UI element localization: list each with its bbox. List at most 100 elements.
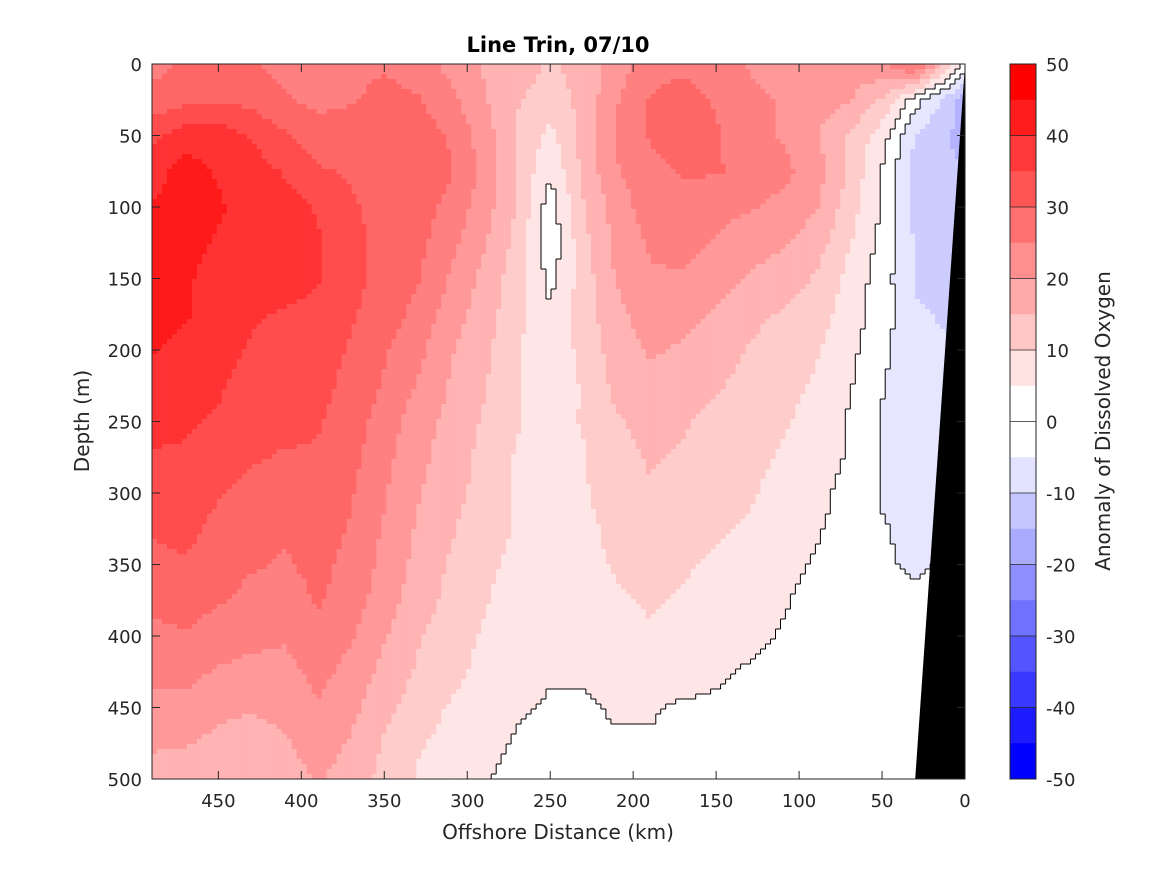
contour-cell	[805, 84, 811, 90]
contour-cell	[461, 159, 467, 165]
contour-cell	[820, 114, 826, 120]
contour-cell	[311, 69, 318, 75]
contour-cell	[256, 114, 263, 120]
contour-cell	[166, 99, 173, 105]
contour-cell	[426, 194, 432, 200]
contour-cell	[620, 194, 627, 200]
contour-cell	[541, 159, 547, 165]
contour-cell	[830, 164, 836, 170]
contour-cell	[486, 94, 492, 100]
contour-cell	[296, 119, 303, 125]
contour-cell	[276, 194, 283, 200]
contour-cell	[516, 74, 522, 80]
contour-cell	[152, 79, 158, 85]
contour-cell	[216, 199, 223, 205]
contour-cell	[451, 184, 457, 190]
contour-cell	[501, 209, 507, 215]
contour-cell	[870, 159, 876, 165]
contour-cell	[850, 199, 856, 205]
contour-cell	[466, 164, 472, 170]
contour-cell	[590, 209, 597, 215]
contour-cell	[760, 169, 767, 175]
contour-cell	[715, 209, 722, 215]
contour-cell	[331, 204, 338, 210]
contour-cell	[516, 144, 522, 150]
contour-cell	[725, 179, 732, 185]
contour-cell	[865, 139, 871, 145]
contour-cell	[216, 124, 223, 130]
contour-cell	[526, 139, 532, 145]
contour-cell	[900, 134, 906, 140]
contour-cell	[496, 144, 502, 150]
contour-cell	[491, 79, 497, 85]
contour-cell	[680, 154, 687, 160]
contour-cell	[396, 149, 402, 155]
contour-cell	[765, 129, 772, 135]
contour-cell	[570, 189, 577, 195]
contour-cell	[820, 79, 826, 85]
contour-cell	[770, 179, 777, 185]
contour-cell	[246, 164, 253, 170]
contour-cell	[750, 89, 757, 95]
contour-cell	[426, 89, 432, 95]
contour-cell	[211, 214, 218, 220]
contour-cell	[775, 169, 782, 175]
contour-cell	[580, 199, 587, 205]
contour-cell	[191, 199, 198, 205]
contour-cell	[735, 129, 742, 135]
contour-cell	[560, 199, 567, 205]
contour-cell	[546, 169, 552, 175]
contour-cell	[291, 134, 298, 140]
contour-cell	[745, 134, 752, 140]
contour-cell	[411, 159, 417, 165]
contour-cell	[471, 89, 477, 95]
contour-cell	[875, 64, 881, 70]
contour-cell	[955, 114, 961, 120]
contour-cell	[446, 189, 452, 195]
contour-cell	[476, 184, 482, 190]
contour-cell	[516, 79, 522, 85]
contour-cell	[176, 199, 183, 205]
contour-cell	[191, 94, 198, 100]
contour-cell	[301, 174, 308, 180]
contour-cell	[560, 129, 567, 135]
contour-cell	[531, 199, 537, 205]
contour-cell	[750, 174, 757, 180]
contour-cell	[840, 184, 846, 190]
contour-cell	[501, 149, 507, 155]
contour-cell	[156, 99, 163, 105]
contour-cell	[381, 74, 388, 80]
contour-cell	[456, 214, 462, 220]
contour-cell	[960, 69, 966, 75]
contour-cell	[296, 134, 303, 140]
contour-cell	[770, 199, 777, 205]
contour-cell	[476, 179, 482, 185]
contour-cell	[950, 94, 956, 100]
contour-cell	[850, 154, 856, 160]
contour-cell	[585, 84, 592, 90]
contour-cell	[605, 124, 612, 130]
contour-cell	[476, 159, 482, 165]
contour-cell	[231, 124, 238, 130]
contour-cell	[680, 109, 687, 115]
contour-cell	[216, 84, 223, 90]
contour-cell	[221, 194, 228, 200]
contour-cell	[790, 154, 797, 160]
contour-cell	[166, 94, 173, 100]
contour-cell	[196, 89, 203, 95]
contour-cell	[655, 199, 662, 205]
contour-cell	[565, 194, 572, 200]
contour-cell	[391, 159, 397, 165]
contour-cell	[381, 144, 388, 150]
contour-cell	[301, 204, 308, 210]
contour-cell	[585, 99, 592, 105]
contour-cell	[690, 134, 697, 140]
contour-cell	[336, 149, 343, 155]
contour-cell	[765, 189, 772, 195]
contour-cell	[356, 104, 363, 110]
contour-cell	[336, 214, 343, 220]
contour-cell	[286, 104, 293, 110]
contour-cell	[625, 124, 632, 130]
contour-cell	[191, 214, 198, 220]
contour-cell	[615, 154, 622, 160]
